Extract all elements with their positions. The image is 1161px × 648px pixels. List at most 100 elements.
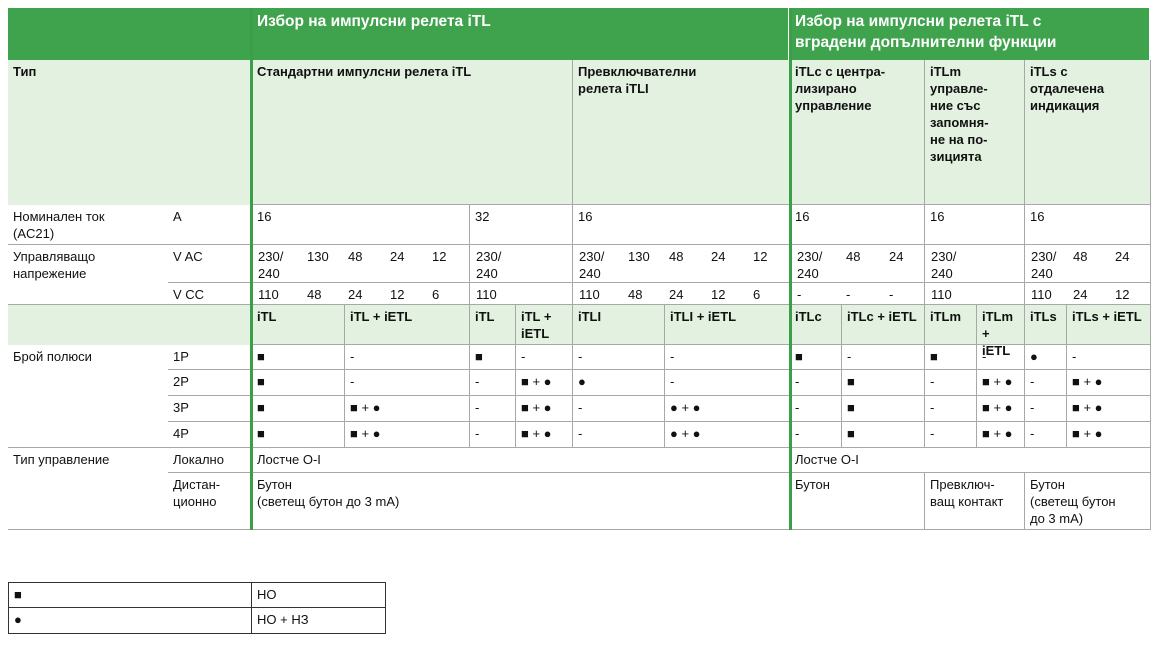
unit: 1P <box>168 345 252 370</box>
cell: - <box>790 422 842 448</box>
voltage-value: 48 <box>348 249 363 264</box>
voltage-value: 130 <box>307 249 329 264</box>
voltage-value: 130 <box>628 249 650 264</box>
cell: - <box>977 345 1025 370</box>
cell: ■ + ● <box>516 422 573 448</box>
unit: 2P <box>168 370 252 396</box>
cell: ■ + ● <box>345 422 470 448</box>
cell: ■ + ● <box>516 396 573 422</box>
voltage-value: 230/ 240 <box>476 249 502 281</box>
cell: ■ <box>842 422 925 448</box>
subheader: iTLm + iETL <box>977 305 1025 358</box>
voltage-value: 12 <box>711 287 726 302</box>
unit: Локално <box>168 448 252 473</box>
unit: Дистан- ционно <box>168 473 252 530</box>
voltage-value: 110 <box>476 287 497 302</box>
cell: - <box>516 345 573 370</box>
voltage-value: 48 <box>846 249 861 264</box>
cell: ■ + ● <box>977 370 1025 396</box>
cell: - <box>925 370 977 396</box>
blank <box>8 305 252 345</box>
cell: ■ <box>252 370 345 396</box>
cell <box>252 283 470 305</box>
subheader: iTLm <box>925 305 977 345</box>
cell: - <box>573 345 665 370</box>
voltage-value: 110 <box>258 287 279 302</box>
voltage-value: 230/ 240 <box>579 249 605 281</box>
voltage-value: 110 <box>1031 287 1052 302</box>
cell: - <box>345 370 470 396</box>
row-label: Тип управление <box>8 448 168 530</box>
voltage-value: 12 <box>432 249 447 264</box>
cell: ■ + ● <box>345 396 470 422</box>
subheader: iTLs + iETL <box>1067 305 1151 345</box>
voltage-value: 6 <box>432 287 440 302</box>
voltage-value: 48 <box>1073 249 1088 264</box>
cell: - <box>1025 422 1067 448</box>
voltage-value: 48 <box>628 287 643 302</box>
row-label: Управляващо напрежение <box>8 245 168 305</box>
subheader: iTL <box>470 305 516 345</box>
cell: ● + ● <box>665 422 790 448</box>
voltage-value: 110 <box>579 287 600 302</box>
cell: ■ <box>252 345 345 370</box>
unit: 3P <box>168 396 252 422</box>
cell: Бутон <box>790 473 925 530</box>
legend-text: НО + НЗ <box>252 608 386 634</box>
cell: ■ <box>252 422 345 448</box>
unit: A <box>168 205 252 245</box>
voltage-value: 24 <box>669 287 684 302</box>
subheader: iTLI + iETL <box>665 305 790 345</box>
cell: Бутон (светещ бутон до 3 mA) <box>1025 473 1151 530</box>
cell: 16 <box>925 205 1025 245</box>
cell: - <box>573 422 665 448</box>
cell <box>470 283 573 305</box>
unit: 4P <box>168 422 252 448</box>
cell <box>790 283 925 305</box>
cell: ■ + ● <box>977 396 1025 422</box>
cell <box>470 245 573 283</box>
voltage-value: 230/ 240 <box>931 249 957 281</box>
voltage-value: - <box>846 287 851 302</box>
voltage-value: 24 <box>390 249 405 264</box>
cell: - <box>1067 345 1151 370</box>
subheader: iTL <box>252 305 345 345</box>
voltage-value: 110 <box>931 287 952 302</box>
subheader: iTLc + iETL <box>842 305 925 345</box>
cell: - <box>345 345 470 370</box>
cell: 16 <box>573 205 790 245</box>
cell: Лостче O-I <box>790 448 1151 473</box>
row-label: Брой полюси <box>8 345 168 448</box>
cell: ● <box>1025 345 1067 370</box>
voltage-value: 12 <box>390 287 405 302</box>
cell: ● <box>573 370 665 396</box>
type-header: iTLc с центра- лизирано управление <box>790 60 925 205</box>
subheader: iTLs <box>1025 305 1067 345</box>
type-header: Превключвателни релета iTLI <box>573 60 790 205</box>
cell: - <box>790 396 842 422</box>
divider <box>789 8 792 530</box>
voltage-value: 24 <box>1115 249 1130 264</box>
cell: - <box>470 370 516 396</box>
cell <box>925 283 1025 305</box>
voltage-value: 24 <box>348 287 363 302</box>
row-label: Номинален ток (AC21) <box>8 205 168 245</box>
cell: ■ + ● <box>516 370 573 396</box>
legend-symbol: ● <box>8 608 252 634</box>
divider <box>250 8 253 530</box>
cell: Лостче O-I <box>252 448 790 473</box>
cell: ■ + ● <box>1067 370 1151 396</box>
cell: - <box>573 396 665 422</box>
voltage-value: - <box>889 287 894 302</box>
cell: - <box>470 422 516 448</box>
cell: ■ <box>790 345 842 370</box>
cell: - <box>925 422 977 448</box>
cell: ■ <box>252 396 345 422</box>
cell <box>1025 283 1151 305</box>
header-blank <box>8 8 252 60</box>
type-header: iTLm управле- ние със запомня- не на по-… <box>925 60 1025 205</box>
voltage-value: 12 <box>1115 287 1130 302</box>
voltage-value: 24 <box>1073 287 1088 302</box>
cell: 16 <box>1025 205 1151 245</box>
cell: - <box>665 370 790 396</box>
